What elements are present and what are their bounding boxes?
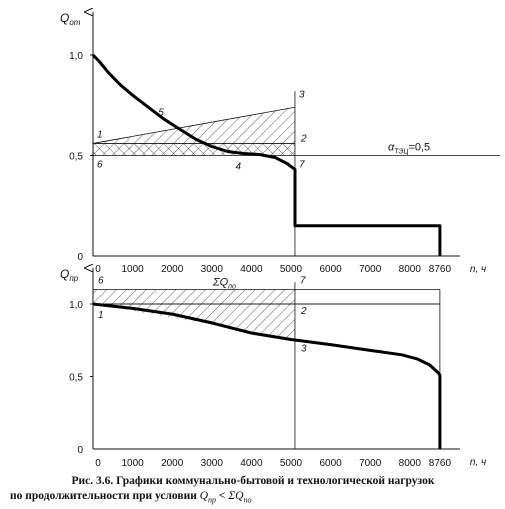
point-label-1: 1 xyxy=(97,129,103,140)
point-label-5: 5 xyxy=(158,107,164,118)
point-label-4: 4 xyxy=(235,162,241,173)
series-0-line xyxy=(91,53,442,256)
x-tick-label-4000: 4000 xyxy=(240,264,263,275)
y-axis-label: Qпр xyxy=(60,267,79,283)
region-label-sub: по xyxy=(228,284,236,291)
x-tick-label-8000: 8000 xyxy=(399,458,422,469)
y-axis-label-sub: пр xyxy=(69,274,78,283)
point-label-1: 1 xyxy=(98,310,104,321)
cross-hatched-area xyxy=(93,143,295,156)
x-tick-label-3000: 3000 xyxy=(201,264,224,275)
x-tick-label-2000: 2000 xyxy=(161,264,184,275)
district-heating-load-chart: Qот n, ч 0 1000 2000 3000 4000 5000 6000 7000 8000… xyxy=(60,11,500,275)
x-tick-label-4000: 4000 xyxy=(240,458,263,469)
y-tick-label-2: 1,0 xyxy=(69,300,83,311)
x-axis-label: n, ч xyxy=(470,264,486,275)
x-tick-label-5000: 5000 xyxy=(280,458,303,469)
series-0-line xyxy=(92,302,442,449)
point-label-6: 6 xyxy=(98,276,104,287)
x-tick-label-1000: 1000 xyxy=(121,264,144,275)
x-axis-label: n, ч xyxy=(470,457,486,468)
x-tick-label-6000: 6000 xyxy=(319,264,342,275)
x-tick-label-2000: 2000 xyxy=(161,458,184,469)
point-label-3: 3 xyxy=(299,89,305,100)
y-tick-label-1: 0,5 xyxy=(69,373,83,384)
alpha-sub: ТЭЦ xyxy=(394,149,408,156)
point-label-2: 2 xyxy=(300,306,307,317)
caption-line-2: по продолжительности при условии Qпр < Σ… xyxy=(10,490,252,505)
y-tick-label-1: 0,5 xyxy=(69,152,83,163)
hatched-area xyxy=(93,289,295,340)
region-label-base: ΣQ xyxy=(212,277,229,289)
x-tick-label-6000: 6000 xyxy=(319,458,342,469)
x-tick-label-3000: 3000 xyxy=(201,458,224,469)
point-label-3: 3 xyxy=(301,344,307,355)
x-tick-label-8760: 8760 xyxy=(429,264,452,275)
y-tick-label-0: 0 xyxy=(77,445,83,456)
x-tick-label-0: 0 xyxy=(95,264,101,275)
x-tick-label-8000: 8000 xyxy=(399,264,422,275)
point-label-6: 6 xyxy=(97,160,103,171)
x-tick-label-5000: 5000 xyxy=(280,264,303,275)
y-tick-label-0: 0 xyxy=(77,252,83,263)
point-label-7: 7 xyxy=(299,160,305,171)
alpha-symbol: α xyxy=(388,142,395,154)
y-axis-label-sub: от xyxy=(69,18,80,27)
y-tick-label-2: 1,0 xyxy=(69,51,83,62)
line-1-3 xyxy=(92,106,296,144)
x-tick-label-7000: 7000 xyxy=(359,458,382,469)
process-steam-load-chart: Qпр n, ч 0 1000 2000 3000 4000 5000 6000 7000 8000… xyxy=(60,267,486,469)
y-axis-label: Qот xyxy=(60,11,81,27)
x-tick-label-7000: 7000 xyxy=(359,264,382,275)
reference-line-label: αТЭЦ=0,5 xyxy=(388,142,430,156)
point-label-7: 7 xyxy=(300,276,306,287)
point-label-2: 2 xyxy=(300,133,307,144)
figure-caption: Рис. 3.6. Графики коммунально-бытовой и … xyxy=(8,474,498,507)
x-tick-label-8760: 8760 xyxy=(429,458,452,469)
alpha-value: =0,5 xyxy=(408,142,430,154)
x-tick-label-0: 0 xyxy=(95,458,101,469)
caption-line-1: Рис. 3.6. Графики коммунально-бытовой и … xyxy=(71,475,435,487)
region-label: ΣQпо xyxy=(212,277,236,291)
x-tick-label-1000: 1000 xyxy=(121,458,144,469)
